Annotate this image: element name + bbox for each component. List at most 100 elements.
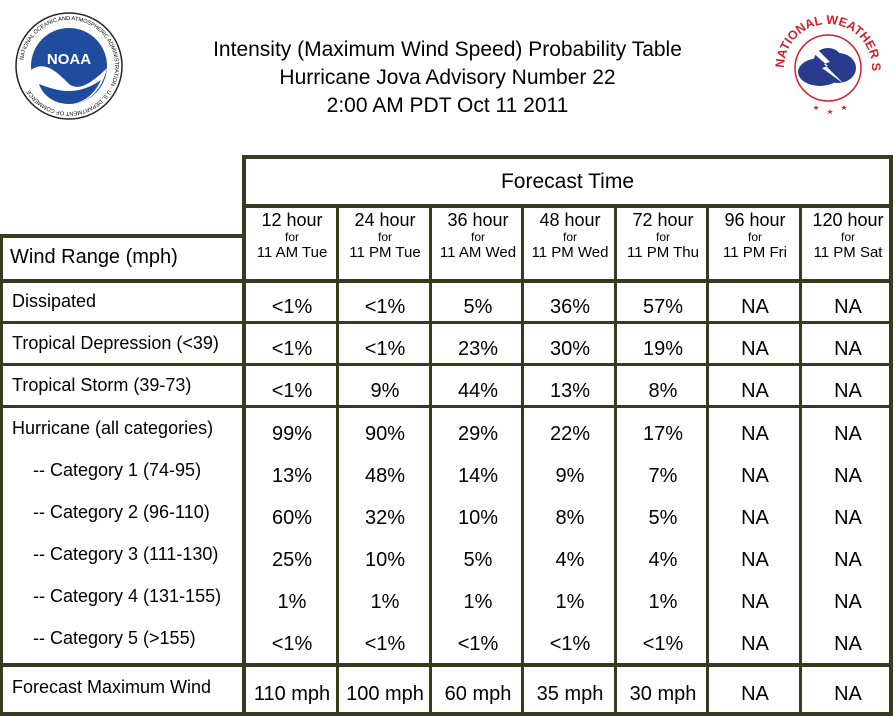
column-header-for: for — [377, 230, 392, 244]
table-cell: 8% — [648, 380, 678, 402]
table-cell: 9% — [370, 380, 400, 402]
column-header-for: for — [562, 230, 577, 244]
table-cell: <1% — [457, 633, 499, 655]
table-cell: 13% — [549, 380, 591, 402]
table-cell: 25% — [271, 549, 313, 571]
table-cell: 10% — [457, 507, 499, 529]
table-cell: 5% — [648, 507, 678, 529]
table-cell: 35 mph — [536, 683, 604, 705]
row-label: -- Category 2 (96-110) — [33, 502, 210, 522]
table-cell: NA — [741, 591, 769, 613]
table-cell: 99% — [271, 423, 313, 445]
column-header-hours: 72 hour — [632, 210, 694, 230]
row-label: -- Category 1 (74-95) — [33, 460, 202, 480]
row-label: -- Category 3 (111-130) — [33, 544, 219, 564]
table-cell: NA — [741, 465, 769, 487]
table-cell: 57% — [642, 296, 684, 318]
table-cell: NA — [834, 380, 862, 402]
border — [429, 206, 432, 716]
table-cell: NA — [741, 380, 769, 402]
table-cell: 36% — [549, 296, 591, 318]
row-label: -- Category 5 (>155) — [33, 628, 196, 648]
table-cell: 60 mph — [444, 683, 512, 705]
table-cell: 14% — [457, 465, 499, 487]
column-header-for: for — [655, 230, 670, 244]
table-cell: 60% — [271, 507, 313, 529]
table-cell: 7% — [648, 465, 678, 487]
column-header-for: for — [840, 230, 855, 244]
column-header-time: 11 PM Tue — [349, 244, 421, 261]
table-cell: NA — [834, 423, 862, 445]
column-header-hours: 12 hour — [261, 210, 323, 230]
border — [242, 155, 246, 716]
table-cell: NA — [834, 296, 862, 318]
table-cell: 100 mph — [346, 683, 424, 705]
border — [799, 206, 802, 716]
noaa-logo-text: NOAA — [47, 51, 91, 68]
table-cell: 23% — [457, 338, 499, 360]
table-cell: NA — [834, 507, 862, 529]
border — [521, 206, 524, 716]
column-header: 24 hour for 11 PM Tue — [339, 210, 431, 262]
border — [0, 405, 893, 408]
row-label: Hurricane (all categories) — [12, 418, 214, 438]
column-header-hours: 48 hour — [539, 210, 601, 230]
table-cell: NA — [834, 465, 862, 487]
table-cell: NA — [834, 549, 862, 571]
column-header-time: 11 PM Fri — [723, 244, 787, 261]
table-cell: 1% — [648, 591, 678, 613]
column-header-hours: 24 hour — [354, 210, 416, 230]
table-cell: 1% — [555, 591, 585, 613]
table-cell: NA — [741, 683, 769, 705]
column-header: 48 hour for 11 PM Wed — [524, 210, 616, 262]
border — [0, 234, 3, 716]
table-cell: 48% — [364, 465, 406, 487]
title-line-3: 2:00 AM PDT Oct 11 2011 — [326, 94, 569, 117]
border — [614, 206, 617, 716]
border — [706, 206, 709, 716]
column-header-hours: 120 hour — [812, 210, 884, 230]
noaa-logo: NOAA NATIONAL OCEANIC AND ATMOSPHERIC AD… — [15, 12, 123, 120]
border — [0, 279, 893, 283]
title-line-1: Intensity (Maximum Wind Speed) Probabili… — [213, 38, 682, 61]
table-cell: NA — [834, 591, 862, 613]
column-header-hours: 36 hour — [447, 210, 509, 230]
table-cell: <1% — [271, 338, 313, 360]
row-label: Forecast Maximum Wind — [12, 677, 212, 697]
column-header-time: 11 AM Wed — [439, 244, 517, 261]
table-cell: <1% — [271, 296, 313, 318]
border — [242, 155, 893, 159]
column-header-for: for — [747, 230, 762, 244]
table-cell: 5% — [463, 296, 493, 318]
column-header-hours: 96 hour — [724, 210, 786, 230]
header: NOAA NATIONAL OCEANIC AND ATMOSPHERIC AD… — [0, 0, 895, 150]
table-cell: 29% — [457, 423, 499, 445]
table-cell: 19% — [642, 338, 684, 360]
table-cell: 30 mph — [629, 683, 697, 705]
table-cell: NA — [741, 549, 769, 571]
table-cell: <1% — [271, 380, 313, 402]
table-cell: 4% — [555, 549, 585, 571]
table-cell: 30% — [549, 338, 591, 360]
border — [0, 321, 893, 324]
row-label: Tropical Storm (39-73) — [12, 375, 192, 395]
column-header: 36 hour for 11 AM Wed — [432, 210, 524, 262]
table-cell: 22% — [549, 423, 591, 445]
column-header: 96 hour for 11 PM Fri — [709, 210, 801, 262]
table-cell: 44% — [457, 380, 499, 402]
table-cell: 1% — [370, 591, 400, 613]
nws-logo: NATIONAL WEATHER SERVICE — [772, 10, 883, 114]
column-header: 12 hour for 11 AM Tue — [246, 210, 338, 262]
row-label: Dissipated — [12, 291, 97, 311]
border — [336, 206, 339, 716]
table-cell: 32% — [364, 507, 406, 529]
table-cell: 17% — [642, 423, 684, 445]
border — [242, 204, 893, 208]
border — [0, 363, 893, 366]
table-cell: NA — [834, 338, 862, 360]
table-cell: 1% — [463, 591, 493, 613]
wind-range-label: Wind Range (mph) — [10, 246, 178, 268]
table-cell: 4% — [648, 549, 678, 571]
column-header-for: for — [284, 230, 299, 244]
table-cell: NA — [741, 423, 769, 445]
